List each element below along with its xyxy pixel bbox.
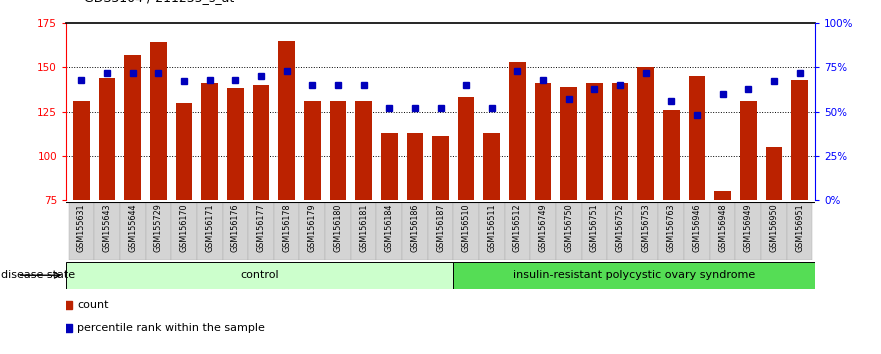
Text: GSM156180: GSM156180: [333, 204, 343, 252]
Bar: [535, 83, 552, 200]
Text: control: control: [241, 270, 279, 280]
Bar: [278, 41, 295, 200]
Bar: [402, 202, 427, 260]
Bar: [787, 202, 812, 260]
Bar: [484, 133, 500, 200]
Bar: [69, 202, 94, 260]
Bar: [66, 262, 454, 289]
Bar: [658, 202, 685, 260]
Bar: [556, 202, 581, 260]
Bar: [325, 202, 351, 260]
Text: GSM156948: GSM156948: [718, 204, 727, 252]
Text: GSM155643: GSM155643: [102, 204, 112, 252]
Bar: [766, 147, 782, 200]
Text: GSM156511: GSM156511: [487, 204, 496, 252]
Bar: [406, 133, 423, 200]
Bar: [479, 202, 505, 260]
Text: GSM155729: GSM155729: [154, 204, 163, 252]
Bar: [223, 202, 248, 260]
Bar: [689, 76, 706, 200]
Text: GSM156170: GSM156170: [180, 204, 189, 252]
Bar: [124, 55, 141, 200]
Bar: [663, 110, 679, 200]
Text: GSM156751: GSM156751: [590, 204, 599, 252]
Bar: [714, 191, 731, 200]
Bar: [454, 202, 479, 260]
Bar: [99, 78, 115, 200]
Bar: [761, 202, 787, 260]
Text: GSM156946: GSM156946: [692, 204, 701, 252]
Bar: [454, 262, 815, 289]
Text: GSM156950: GSM156950: [769, 204, 779, 252]
Bar: [248, 202, 274, 260]
Bar: [175, 103, 192, 200]
Bar: [145, 202, 171, 260]
Text: GSM156176: GSM156176: [231, 204, 240, 252]
Text: GSM156510: GSM156510: [462, 204, 470, 252]
Bar: [304, 101, 321, 200]
Bar: [791, 80, 808, 200]
Bar: [637, 67, 654, 200]
Bar: [300, 202, 325, 260]
Bar: [710, 202, 736, 260]
Bar: [530, 202, 556, 260]
Bar: [611, 83, 628, 200]
Text: GSM156512: GSM156512: [513, 204, 522, 252]
Text: GSM156181: GSM156181: [359, 204, 368, 252]
Text: percentile rank within the sample: percentile rank within the sample: [78, 323, 265, 333]
Bar: [202, 83, 218, 200]
Bar: [171, 202, 196, 260]
Text: disease state: disease state: [1, 270, 75, 280]
Text: GSM156177: GSM156177: [256, 204, 265, 252]
Bar: [427, 202, 454, 260]
Text: GSM156752: GSM156752: [616, 204, 625, 252]
Bar: [685, 202, 710, 260]
Bar: [581, 202, 607, 260]
Bar: [433, 136, 448, 200]
Text: GSM156749: GSM156749: [538, 204, 548, 252]
Bar: [586, 83, 603, 200]
Bar: [73, 101, 90, 200]
Text: insulin-resistant polycystic ovary syndrome: insulin-resistant polycystic ovary syndr…: [513, 270, 755, 280]
Text: GDS3104 / 211235_s_at: GDS3104 / 211235_s_at: [84, 0, 234, 4]
Bar: [560, 87, 577, 200]
Text: GSM156178: GSM156178: [282, 204, 291, 252]
Bar: [607, 202, 633, 260]
Bar: [505, 202, 530, 260]
Text: GSM156949: GSM156949: [744, 204, 752, 252]
Bar: [376, 202, 402, 260]
Bar: [196, 202, 223, 260]
Text: GSM155631: GSM155631: [77, 204, 86, 252]
Bar: [329, 101, 346, 200]
Bar: [227, 88, 244, 200]
Text: GSM156187: GSM156187: [436, 204, 445, 252]
Text: GSM156753: GSM156753: [641, 204, 650, 252]
Text: GSM156951: GSM156951: [795, 204, 804, 252]
Bar: [736, 202, 761, 260]
Text: GSM156184: GSM156184: [385, 204, 394, 252]
Text: GSM156186: GSM156186: [411, 204, 419, 252]
Bar: [120, 202, 145, 260]
Bar: [740, 101, 757, 200]
Bar: [253, 85, 270, 200]
Bar: [351, 202, 376, 260]
Bar: [633, 202, 658, 260]
Text: GSM156750: GSM156750: [564, 204, 574, 252]
Bar: [458, 97, 475, 200]
Text: GSM155644: GSM155644: [129, 204, 137, 252]
Bar: [150, 42, 167, 200]
Text: GSM156171: GSM156171: [205, 204, 214, 252]
Bar: [94, 202, 120, 260]
Text: GSM156179: GSM156179: [307, 204, 317, 252]
Bar: [355, 101, 372, 200]
Text: GSM156763: GSM156763: [667, 204, 676, 252]
Bar: [509, 62, 526, 200]
Bar: [381, 133, 397, 200]
Text: count: count: [78, 300, 109, 310]
Bar: [274, 202, 300, 260]
